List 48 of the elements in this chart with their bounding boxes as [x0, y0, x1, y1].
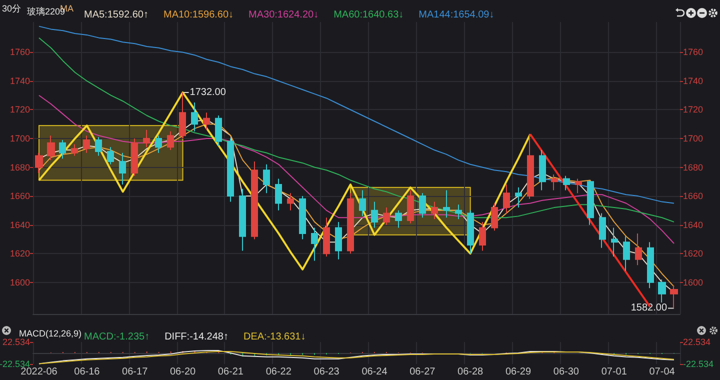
x-tick-label: 06-27: [410, 366, 436, 378]
y2-tick-label: 1720: [683, 104, 704, 115]
y2-tick-label: 22.534: [683, 337, 711, 347]
y2-tick-label: 1680: [683, 162, 704, 172]
y-tick-label: 1700: [10, 134, 30, 144]
x-tick-label: 07-04: [649, 366, 676, 378]
annotation: 1732.00: [190, 86, 226, 98]
x-tick-label: 06-30: [553, 366, 580, 378]
text: 30分: [2, 4, 22, 14]
y-tick-label: 1620: [10, 248, 30, 259]
y-tick-label: 1660: [10, 191, 30, 202]
y-tick-label: 1720: [10, 104, 30, 115]
x-tick-label: 07-01: [601, 366, 628, 378]
x-tick-label: 06-16: [74, 366, 100, 378]
chart-title: MACD(12,26,9): [19, 328, 82, 338]
x-tick-label: 06-23: [314, 366, 340, 378]
text: MA144:1654.09↓: [418, 10, 494, 20]
text: MA30:1624.20↓: [248, 10, 319, 20]
y2-tick-label: 1640: [683, 220, 704, 230]
series-label: DIFF:-14.248↑: [164, 332, 228, 342]
x-tick-label: 06-17: [122, 366, 148, 378]
y-tick-label: 1760: [10, 47, 30, 58]
y2-tick-label: -22.534: [683, 359, 714, 369]
x-tick-label: 2022-06: [20, 366, 58, 378]
text: MA10:1596.60↓: [163, 10, 234, 20]
y-tick-label: -22.534: [0, 359, 30, 369]
x-tick-label: 06-21: [218, 366, 244, 378]
y2-tick-label: 1700: [683, 134, 704, 144]
annotation: 1582.00: [630, 302, 668, 314]
y2-tick-label: 1660: [683, 191, 704, 202]
y2-tick-label: 1600: [683, 277, 704, 288]
x-tick-label: 06-22: [266, 366, 292, 378]
y-tick-label: 1680: [10, 162, 30, 172]
series-label: MACD:-1.235↑: [84, 332, 150, 342]
y2-tick-label: 1760: [683, 47, 704, 58]
x-tick-label: 06-28: [458, 366, 484, 378]
series-label: DEA:-13.631↓: [243, 332, 306, 342]
y-tick-label: 1640: [10, 220, 30, 230]
y2-tick-label: 1740: [683, 76, 704, 86]
x-tick-label: 06-20: [170, 366, 196, 378]
text: MA60:1640.63↓: [334, 10, 404, 20]
text: MA5:1592.60↑: [84, 10, 148, 20]
x-tick-label: 06-24: [362, 366, 388, 378]
x-tick-label: 06-29: [505, 366, 532, 378]
y-tick-label: 1600: [10, 277, 30, 288]
y2-tick-label: 1620: [683, 248, 704, 259]
y-tick-label: 22.534: [2, 337, 30, 347]
y-tick-label: 1740: [10, 76, 30, 86]
